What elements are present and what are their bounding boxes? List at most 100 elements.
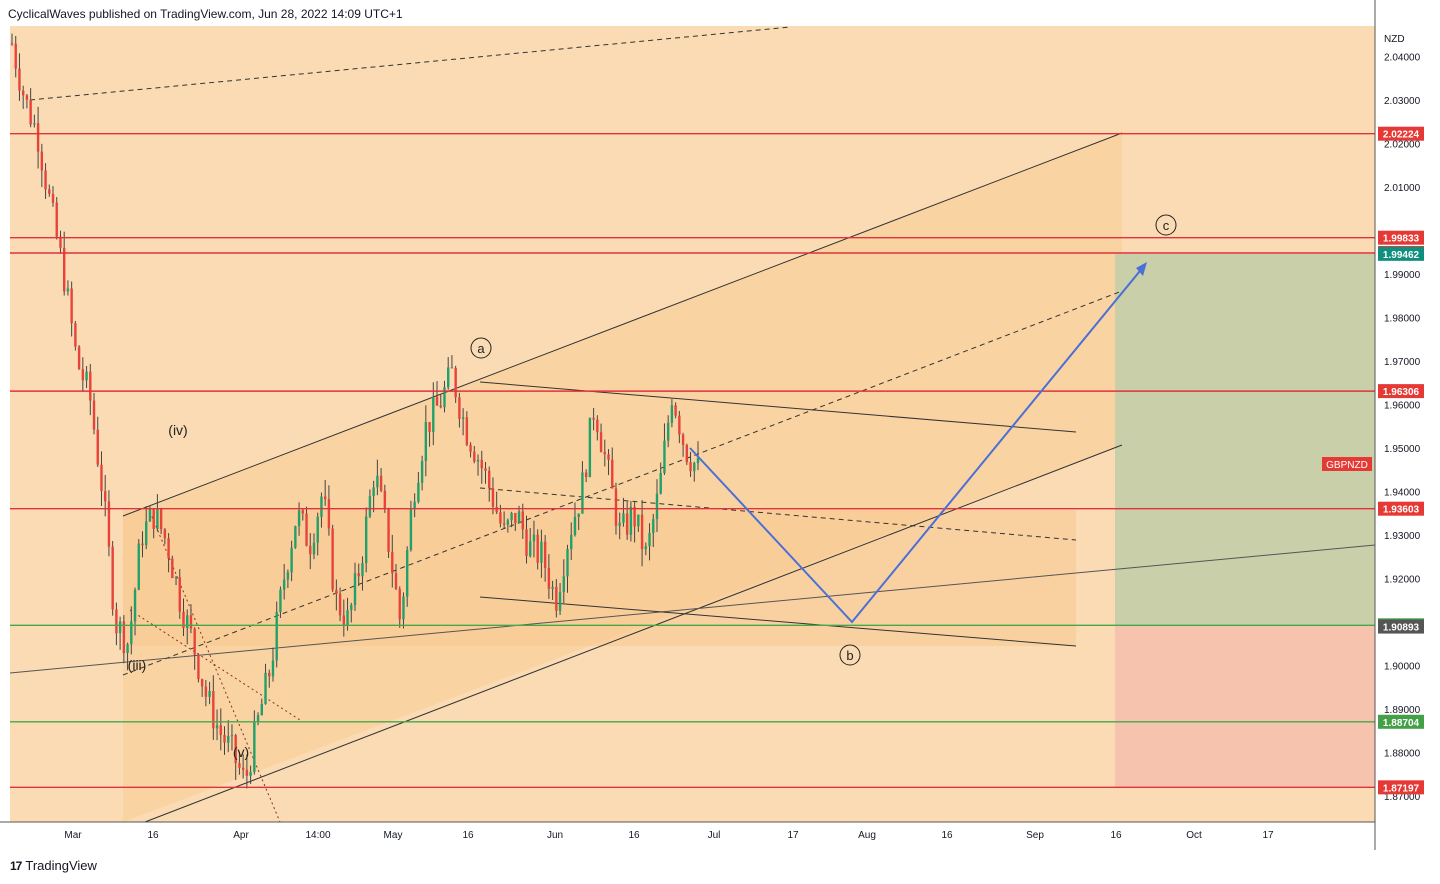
candle-body <box>33 123 36 125</box>
candle-body <box>264 672 267 705</box>
price-tick-label: 1.89000 <box>1384 705 1421 716</box>
footer-brand[interactable]: 17 TradingView <box>10 858 97 873</box>
time-tick-label: Jul <box>708 830 721 841</box>
candle-body <box>611 459 614 489</box>
candle-body <box>353 573 357 606</box>
candle-body <box>208 690 211 697</box>
time-tick-label: Sep <box>1026 830 1044 841</box>
candle-body <box>633 506 636 527</box>
tradingview-brand: TradingView <box>25 858 97 873</box>
candle-body <box>62 247 66 292</box>
candle-body <box>372 487 375 497</box>
candle-body <box>588 417 592 477</box>
price-tick-label: 1.95000 <box>1384 444 1421 455</box>
candle-body <box>435 397 439 406</box>
candle-body <box>551 586 554 589</box>
price-tick-label: 1.97000 <box>1384 357 1421 368</box>
candle-body <box>603 451 606 455</box>
candle-body <box>104 491 107 502</box>
time-tick-label: 16 <box>1110 830 1122 841</box>
candle-body <box>584 472 588 477</box>
candle-body <box>536 534 539 563</box>
candle-body <box>625 513 629 535</box>
candle-body <box>644 546 648 550</box>
candle-body <box>488 470 491 489</box>
wave-label-circle <box>1155 214 1177 236</box>
candle-body <box>193 628 196 655</box>
candle-body <box>331 528 334 590</box>
candle-body <box>689 462 692 472</box>
wave-label: (iii) <box>128 657 147 673</box>
candle-body <box>510 512 513 521</box>
price-tag-label: 2.02224 <box>1383 130 1420 141</box>
candle-body <box>335 589 338 594</box>
price-tick-label: 1.93000 <box>1384 531 1421 542</box>
candle-body <box>495 506 498 513</box>
candle-body <box>89 371 92 401</box>
currency-label: NZD <box>1384 34 1405 45</box>
candle-body <box>521 511 524 530</box>
candle-body <box>14 43 17 69</box>
candle-body <box>525 529 528 557</box>
candle-body <box>648 532 651 547</box>
candle-body <box>350 605 353 611</box>
stop-zone <box>1115 625 1375 788</box>
candle-body <box>118 621 122 634</box>
candle-body <box>484 468 487 471</box>
candle-body <box>256 715 260 722</box>
candle-body <box>200 679 204 687</box>
candle-body <box>607 454 610 460</box>
candle-body <box>55 202 58 237</box>
candle-body <box>174 577 178 579</box>
candle-body <box>491 488 495 507</box>
candle-body <box>100 464 103 492</box>
price-tick-label: 2.03000 <box>1384 96 1421 107</box>
wave-label: b <box>846 648 853 663</box>
candle-body <box>364 516 368 564</box>
time-tick-label: Mar <box>64 830 82 841</box>
candle-body <box>398 589 401 620</box>
triangle-upper-line <box>479 381 1077 433</box>
candle-body <box>107 501 111 547</box>
candle-body <box>368 496 372 517</box>
candle-body <box>599 432 603 452</box>
candle-body <box>696 457 700 464</box>
candle-body <box>346 610 349 626</box>
candle-body <box>666 422 670 441</box>
candle-body <box>312 542 316 555</box>
symbol-tag-box <box>1322 457 1372 471</box>
wave-label: c <box>1163 218 1170 233</box>
candle-body <box>405 549 409 597</box>
candle-body <box>271 660 275 677</box>
candle-body <box>480 459 483 469</box>
price-tick-label: 2.04000 <box>1384 52 1421 63</box>
candle-body <box>659 472 662 494</box>
candle-body <box>245 769 249 776</box>
price-tag-label: 1.88704 <box>1383 718 1420 729</box>
candle-body <box>70 288 73 324</box>
price-tick-label: 2.02000 <box>1384 139 1421 150</box>
candle-body <box>301 510 305 514</box>
candle-body <box>417 482 420 502</box>
candle-body <box>573 517 577 535</box>
time-tick-label: Apr <box>233 830 249 841</box>
price-tick-label: 1.92000 <box>1384 574 1421 585</box>
candle-body <box>115 609 118 634</box>
candle-body <box>681 434 685 445</box>
candle-body <box>558 592 562 611</box>
candle-body <box>443 387 446 408</box>
candle-body <box>182 611 185 629</box>
candle-body <box>529 541 532 557</box>
tradingview-logo-icon: 17 <box>10 858 22 873</box>
candle-body <box>275 611 278 661</box>
candle-body <box>234 735 237 764</box>
candle-body <box>212 690 215 729</box>
candle-body <box>458 397 461 419</box>
candle-body <box>320 496 323 517</box>
candle-body <box>361 563 364 577</box>
candle-body <box>223 734 226 743</box>
candle-body <box>674 405 677 416</box>
candle-body <box>10 43 14 45</box>
candle-body <box>394 573 398 590</box>
